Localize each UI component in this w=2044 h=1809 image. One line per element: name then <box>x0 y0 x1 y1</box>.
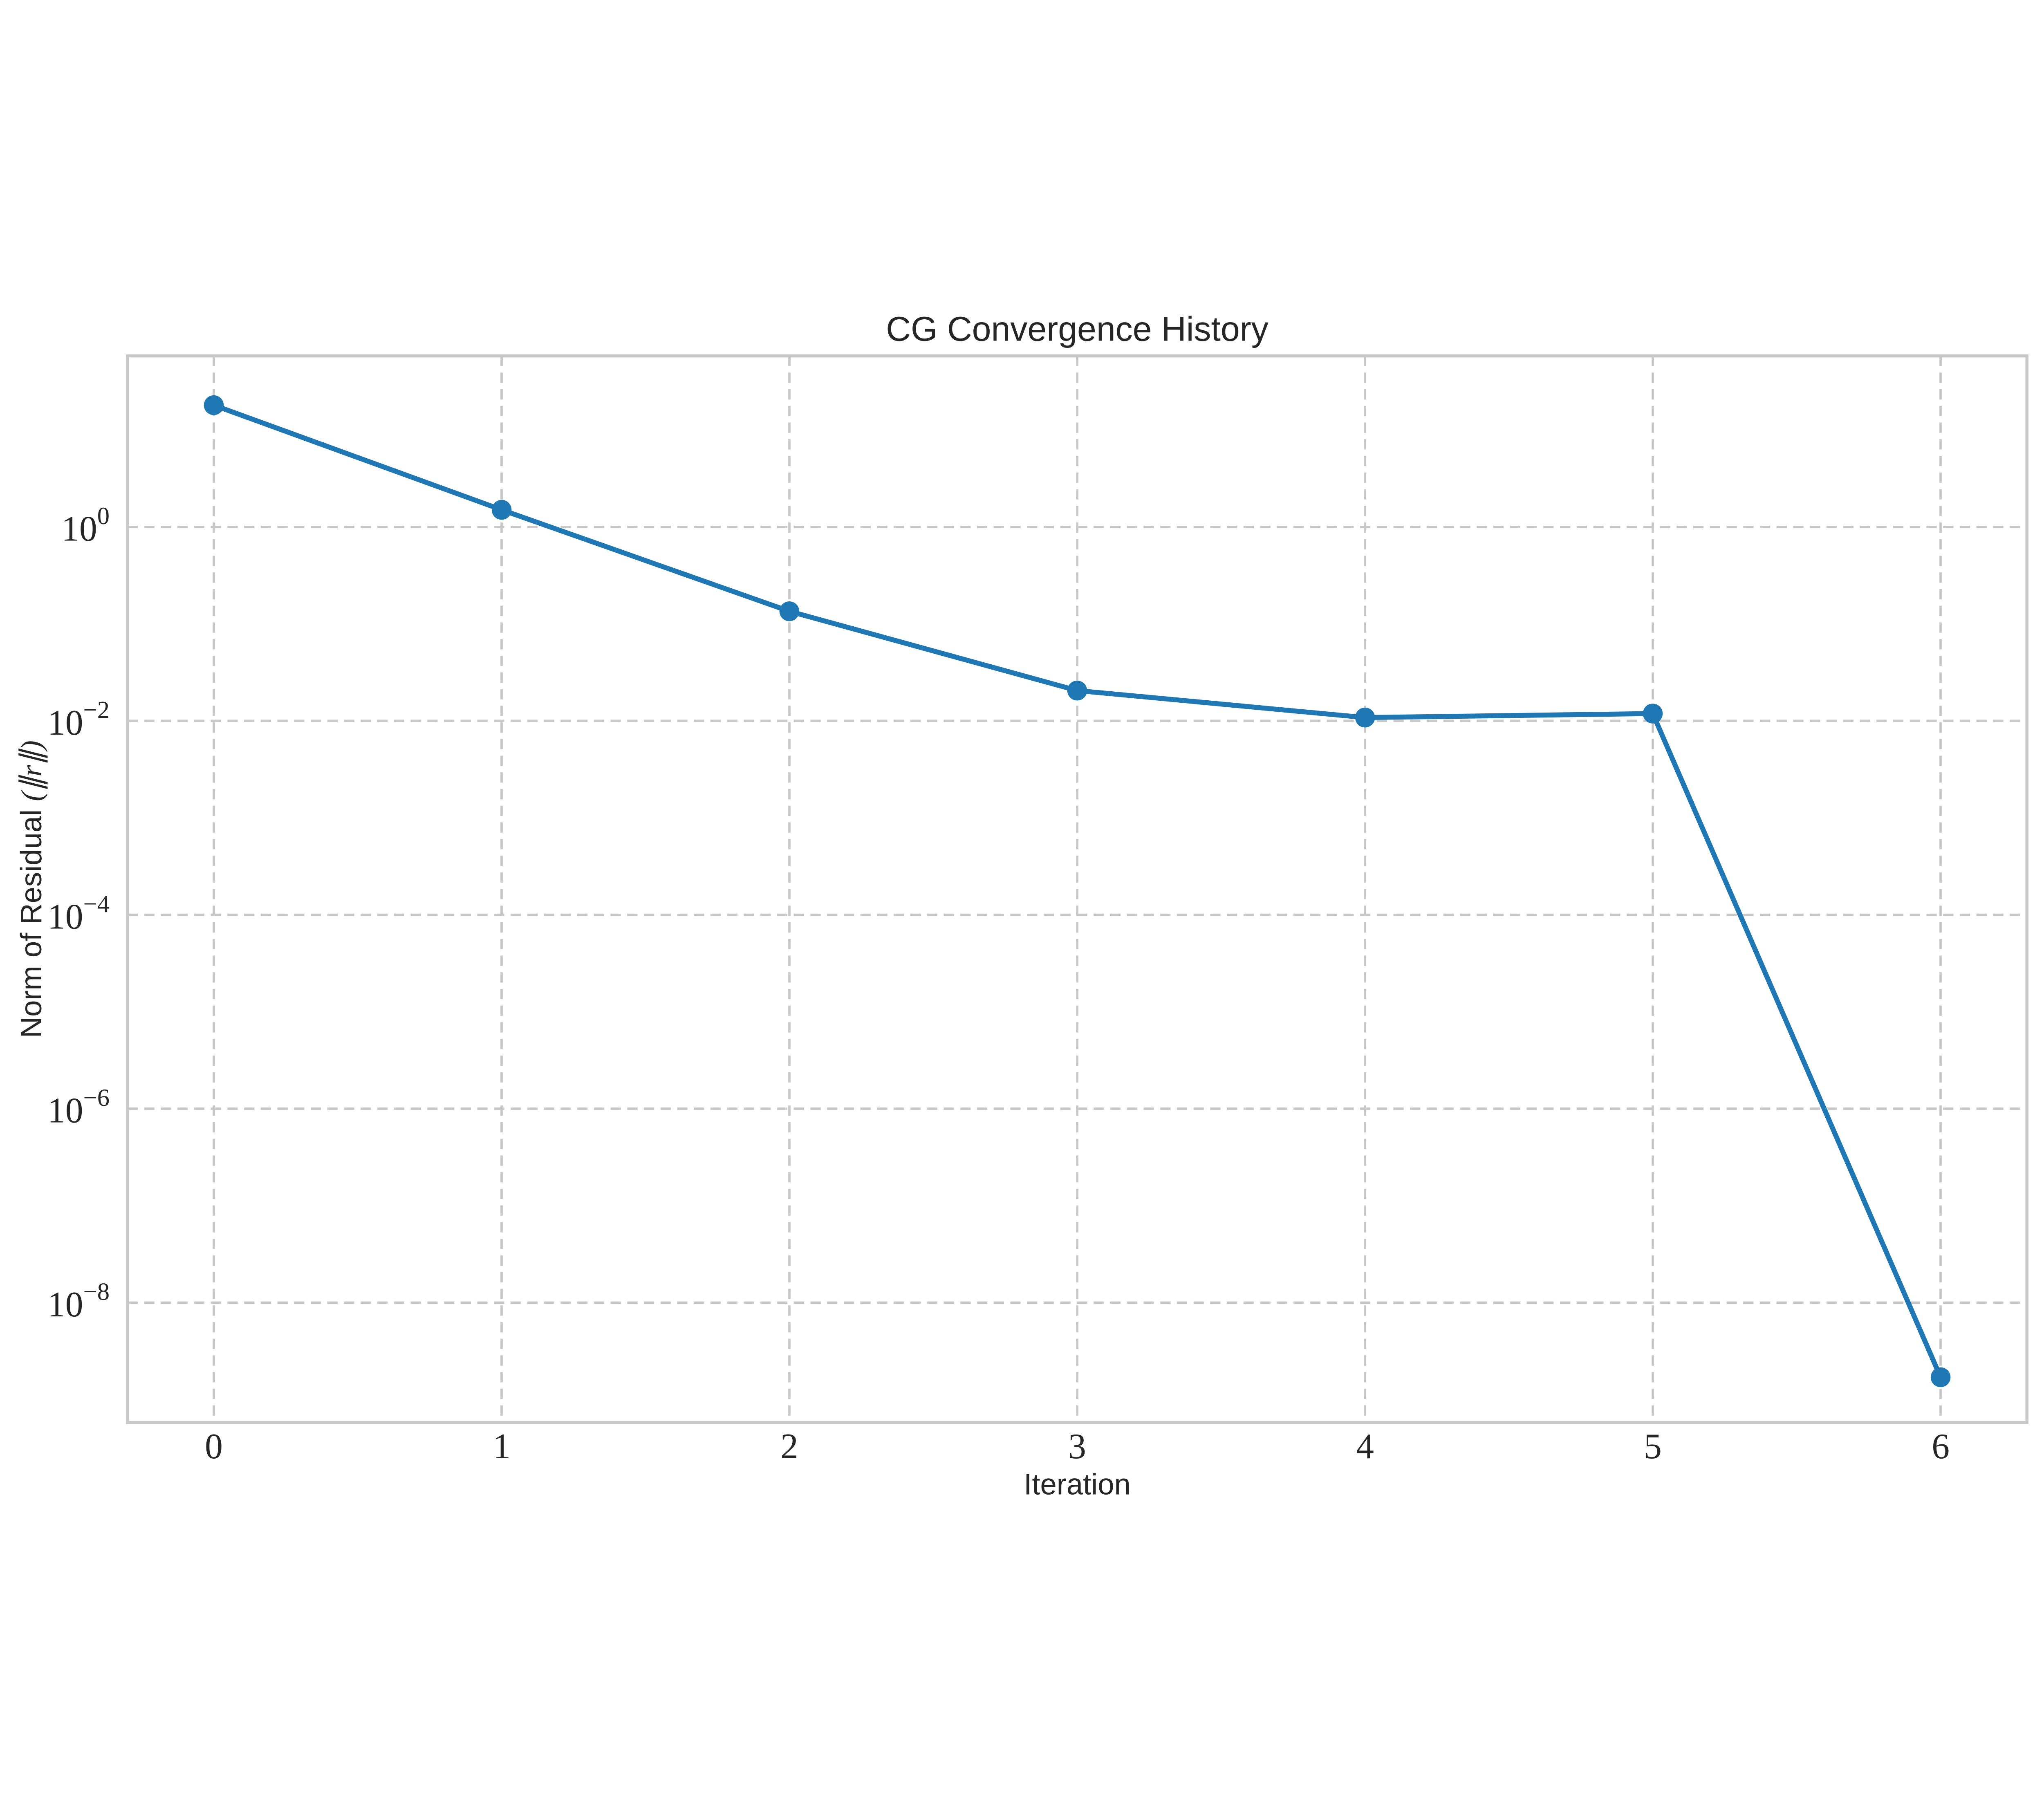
x-tick-label: 2 <box>780 1426 798 1466</box>
y-tick-label: 100 <box>61 502 110 548</box>
x-tick-label: 0 <box>205 1426 223 1466</box>
x-tick-label: 5 <box>1644 1426 1662 1466</box>
gridlines <box>127 356 2027 1423</box>
data-point-marker <box>491 500 512 520</box>
x-tick-label: 4 <box>1356 1426 1374 1466</box>
y-axis-label: Norm of Residual (∥r∥) <box>15 740 48 1038</box>
axes-spines <box>126 354 2028 1424</box>
data-point-marker <box>1930 1367 1951 1388</box>
data-point-marker <box>204 395 224 415</box>
y-tick-label: 10−6 <box>47 1084 110 1130</box>
data-point-marker <box>779 601 800 621</box>
data-point-marker <box>1643 704 1663 724</box>
x-tick-label: 6 <box>1932 1426 1950 1466</box>
y-tick-label: 10−8 <box>47 1278 110 1324</box>
plot-frame <box>126 354 2028 1424</box>
y-tick-label: 10−2 <box>47 697 110 742</box>
y-tick-labels: 100 10−2 10−4 10−6 10−8 <box>47 502 110 1324</box>
x-tick-label: 3 <box>1068 1426 1086 1466</box>
chart-title: CG Convergence History <box>886 310 1269 348</box>
series-residual-norm <box>204 395 1951 1388</box>
x-axis-label: Iteration <box>1024 1468 1131 1501</box>
data-point-marker <box>1067 680 1087 701</box>
y-axis-label-text: Norm of Residual <box>15 801 48 1038</box>
y-axis-label-math: (∥r∥) <box>15 740 48 801</box>
data-point-marker <box>1355 707 1375 728</box>
x-tick-labels: 0 1 2 3 4 5 6 <box>205 1426 1950 1466</box>
x-tick-label: 1 <box>493 1426 511 1466</box>
y-tick-label: 10−4 <box>47 890 110 936</box>
